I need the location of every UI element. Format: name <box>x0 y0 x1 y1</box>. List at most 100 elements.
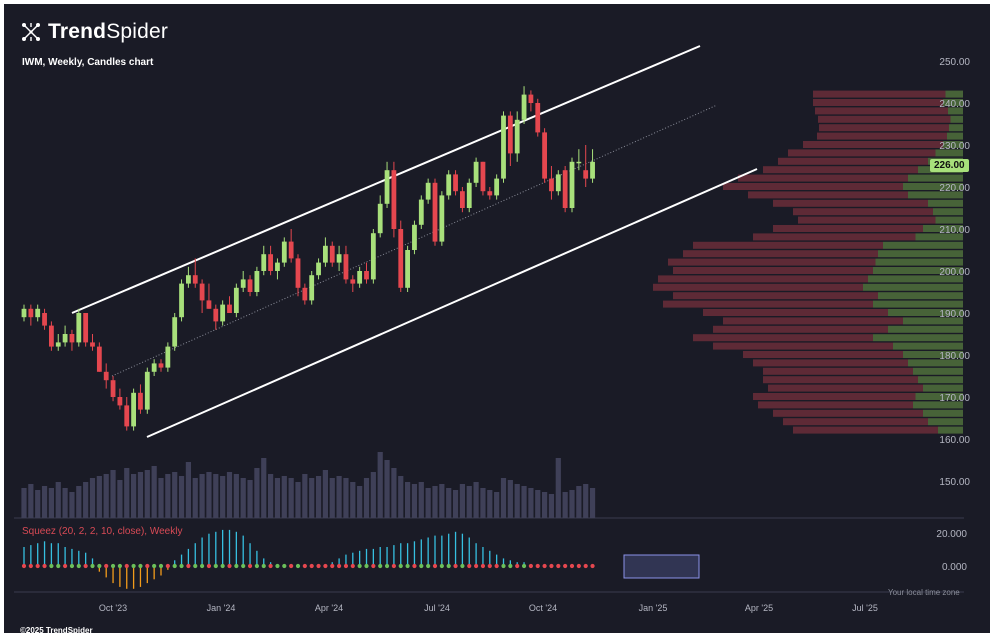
candle-body <box>172 317 178 347</box>
squeeze-dot <box>247 563 253 569</box>
squeeze-dot <box>152 563 157 569</box>
candle-body <box>480 161 486 192</box>
volume-profile-red-bar <box>663 300 873 308</box>
volume-profile-red-bar <box>773 409 923 417</box>
volume-profile-red-bar <box>743 351 903 358</box>
squeeze-dot <box>590 563 595 569</box>
volume-bar <box>521 486 527 518</box>
x-tick-label: Apr '25 <box>745 603 773 613</box>
volume-profile-green-bar <box>915 393 963 400</box>
squeeze-dot <box>227 563 232 569</box>
squeeze-dot <box>172 563 177 569</box>
squeeze-dot <box>521 563 527 569</box>
squeeze-dot <box>515 563 520 569</box>
candle-body <box>117 397 123 406</box>
squeeze-dot <box>254 563 259 569</box>
volume-bar <box>226 472 233 518</box>
x-tick-label: Jan '25 <box>639 603 668 613</box>
candle-body <box>521 94 527 120</box>
candle-body <box>562 170 568 208</box>
candle-body <box>247 279 253 292</box>
chart-title: IWM, Weekly, Candles chart <box>22 57 154 68</box>
volume-profile-green-bar <box>943 141 963 148</box>
candle-body <box>186 275 191 284</box>
squeeze-dot <box>508 563 513 569</box>
volume-bar <box>178 476 185 518</box>
squeeze-dot <box>186 563 191 569</box>
squeeze-dot <box>439 563 444 569</box>
volume-bar <box>89 478 96 518</box>
candle-body <box>49 325 54 347</box>
volume-profile-red-bar <box>763 166 918 174</box>
squeeze-dot <box>193 563 198 569</box>
squeeze-dot <box>110 563 116 569</box>
volume-bar <box>494 492 500 518</box>
volume-bar <box>103 474 109 518</box>
squeeze-dot <box>501 563 506 569</box>
volume-profile-green-bar <box>888 309 963 316</box>
squeeze-dot <box>90 563 95 569</box>
candle-body <box>494 178 500 196</box>
chart-canvas[interactable]: 250.00 240.00 230.00 220.00 210.00 200.00 190.… <box>4 4 990 633</box>
volume-profile-green-bar <box>883 241 963 249</box>
candle-body <box>261 254 267 271</box>
x-tick-label: Oct '24 <box>529 603 557 613</box>
volume-profile-red-bar <box>817 132 947 140</box>
volume-bar <box>240 478 246 518</box>
candle-body <box>28 308 34 318</box>
last-price-badge: 226.00 <box>930 159 969 172</box>
indicator-label[interactable]: Squeez (20, 2, 2, 10, close), Weekly <box>22 526 183 537</box>
squeeze-dot <box>63 563 68 569</box>
y-tick-label: 220.00 <box>939 183 970 194</box>
candle-body <box>350 279 356 284</box>
squeeze-dot <box>330 563 335 569</box>
squeeze-dot <box>275 563 280 569</box>
volume-bar <box>117 480 123 518</box>
volume-bar <box>535 490 541 518</box>
candle-body <box>501 115 506 179</box>
copyright: ©2025 TrendSpider <box>20 626 93 635</box>
volume-bar <box>363 478 370 518</box>
volume-profile-green-bar <box>908 191 963 199</box>
y-tick-label: 170.00 <box>939 393 970 404</box>
brand-name-light: Spider <box>106 20 169 43</box>
y-tick-label: 250.00 <box>939 57 970 68</box>
squeeze-dot <box>97 563 102 569</box>
y-tick-label: 230.00 <box>939 141 970 152</box>
volume-bar <box>268 474 274 518</box>
y-tick-label: 210.00 <box>939 225 970 236</box>
timezone-note: Your local time zone <box>888 588 960 597</box>
volume-bar <box>137 472 144 518</box>
squeeze-dot <box>480 563 486 569</box>
squeeze-dot <box>206 563 212 569</box>
squeeze-dot <box>576 563 581 569</box>
volume-bar <box>576 486 582 518</box>
volume-profile-red-bar <box>748 191 908 199</box>
squeeze-dot <box>21 563 27 569</box>
volume-bar <box>507 480 513 518</box>
volume-profile-red-bar <box>798 216 936 224</box>
volume-profile-green-bar <box>923 409 963 417</box>
squeeze-dot <box>528 563 534 569</box>
squeeze-dot <box>69 563 75 569</box>
volume-bar <box>343 478 349 518</box>
candle-body <box>281 241 287 263</box>
volume-bar <box>274 478 281 518</box>
brand-name-bold: Trend <box>48 20 107 43</box>
trendspider-logo: TrendSpider <box>20 20 168 44</box>
trendspider-logo-icon <box>22 23 40 41</box>
candle-body <box>76 313 82 343</box>
volume-profile-green-bar <box>893 342 963 350</box>
volume-profile-green-bar <box>888 325 963 333</box>
volume-bar <box>384 460 390 518</box>
volume-bar <box>151 466 157 518</box>
volume-profile-red-bar <box>738 174 908 182</box>
candle-body <box>418 199 424 225</box>
volume-bar <box>432 486 438 518</box>
volume-bar <box>48 488 54 518</box>
x-tick-label: Apr '24 <box>315 603 343 613</box>
candle-body <box>131 392 136 427</box>
volume-bar <box>302 474 308 518</box>
volume-bar <box>350 482 356 518</box>
squeeze-dot <box>268 563 273 569</box>
